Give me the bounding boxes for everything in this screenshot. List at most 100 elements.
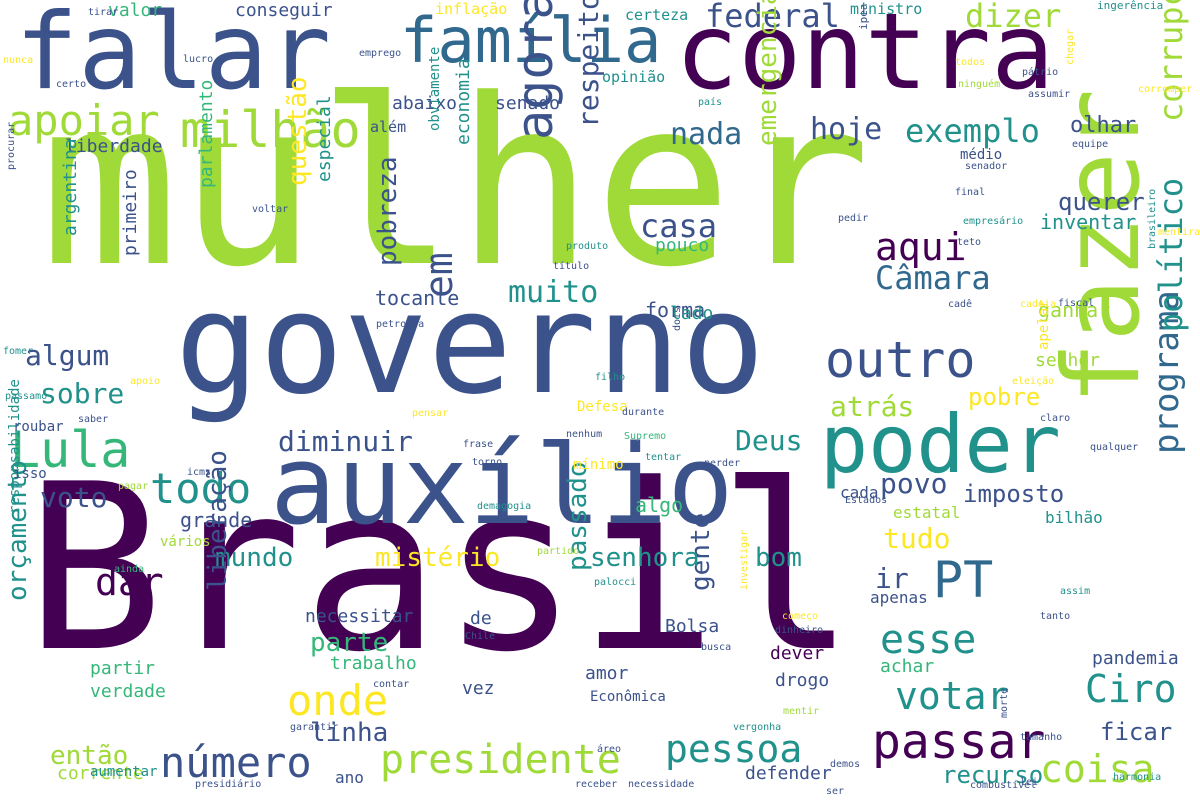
word-aqui: aqui (875, 225, 967, 269)
word-garantir: garantir (290, 722, 339, 733)
word-pessoa: pessoa (665, 727, 803, 771)
word-titulo: título (553, 261, 590, 272)
word-opiniao: opinião (602, 68, 666, 86)
word-camara: Câmara (875, 259, 991, 297)
word-conseguir: conseguir (235, 0, 333, 21)
word-apoiar: apoiar (8, 96, 160, 145)
word-fiscal: fiscal (1058, 298, 1095, 309)
word-investigar: investigar (739, 529, 750, 590)
word-tudo: tudo (883, 522, 951, 555)
word-ficar: ficar (1100, 718, 1173, 746)
word-sobre: sobre (40, 377, 125, 410)
word-apoio: apoio (130, 376, 161, 387)
word-emprego: emprego (359, 48, 402, 59)
word-minimo: mínimo (573, 457, 624, 473)
word-claro: claro (1040, 413, 1071, 424)
word-amor: amor (585, 663, 629, 684)
word-abaixo: abaixo (392, 93, 458, 114)
word-lado: lado (670, 303, 714, 324)
word-falar: falar (15, 0, 332, 113)
word-dar: dar (95, 560, 164, 604)
word-obviamente: obviamente (427, 46, 443, 131)
word-bilhao: bilhão (1045, 508, 1103, 527)
word-exemplo: exemplo (905, 112, 1040, 150)
word-medio: médio (960, 147, 1003, 163)
word-inflacao: inflação (435, 0, 508, 18)
word-comeco: começo (782, 611, 819, 622)
word-inventar: inventar (1040, 210, 1137, 234)
word-isso: isso (13, 466, 47, 482)
word-verdade: verdade (90, 681, 166, 702)
word-partir: partir (90, 658, 156, 679)
word-mulher: mulher (40, 51, 871, 318)
word-nada: nada (670, 117, 743, 152)
word-brasileiro: brasileiro (1147, 188, 1158, 249)
word-vergonha: vergonha (733, 722, 782, 733)
word-tocante: tocante (375, 286, 460, 310)
word-linha: linha (310, 718, 389, 748)
word-demos: demos (830, 759, 861, 770)
word-ir: ir (875, 562, 909, 595)
word-assumir: assumir (1028, 89, 1071, 100)
word-roubar: roubar (13, 419, 64, 435)
word-patrio: pátrio (1022, 67, 1059, 78)
word-politico: político (1152, 177, 1190, 332)
word-apenas: apenas (870, 588, 928, 607)
word-valor: valor (108, 0, 163, 21)
word-todo: todo (150, 464, 252, 513)
word-nenhum: nenhum (566, 429, 603, 440)
word-pobre: pobre (968, 383, 1041, 411)
word-alem: além (370, 118, 407, 136)
word-defesa: Defesa (577, 399, 628, 415)
word-ser: ser (826, 786, 845, 797)
word-petrobra: petrobra (376, 319, 425, 330)
word-nunca: nunca (3, 55, 34, 66)
word-poder: poder (820, 398, 1061, 491)
word-pobreza: pobreza (373, 156, 403, 266)
word-pensar: pensar (412, 408, 449, 419)
word-palocci: palocci (594, 577, 637, 588)
word-parte: parte (310, 628, 389, 658)
word-ingerencia: ingerência (1097, 0, 1164, 12)
word-ciro: Ciro (1085, 667, 1177, 711)
word-economia: economia (453, 58, 474, 145)
word-hoje: hoje (810, 112, 883, 147)
word-casa: casa (640, 207, 718, 245)
word-cade: cadê (948, 299, 973, 310)
word-senhora: senhora (590, 543, 700, 573)
word-perder: perder (704, 458, 741, 469)
word-familia: família (400, 4, 662, 77)
word-coisa: coisa (1040, 747, 1155, 791)
word-mundo: mundo (215, 543, 294, 573)
word-corrente: corrente (57, 763, 144, 784)
word-necessitar: necessitar (305, 606, 414, 627)
word-todos: todos (955, 57, 986, 68)
word-passamo: passamo (5, 391, 48, 402)
word-parlamento: parlamento (196, 79, 217, 188)
word-pais: país (698, 97, 723, 108)
word-questao: questão (283, 76, 313, 186)
word-ganhar: ganhar (1038, 298, 1111, 322)
word-defender: defender (745, 763, 832, 784)
word-filho: filho (595, 372, 626, 383)
word-presidente: presidente (380, 737, 621, 783)
word-forma: forma (645, 298, 706, 322)
word-icms: icms (187, 467, 212, 478)
word-tentar: tentar (645, 452, 682, 463)
word-partido: partido (537, 546, 580, 557)
word-onde: onde (287, 676, 389, 725)
word-esse: esse (880, 617, 977, 663)
word-passar: passar (872, 714, 1046, 770)
word-estatal: estatal (893, 503, 961, 522)
word-corrupcao: corrupção (1152, 0, 1190, 122)
word-senador: senador (965, 161, 1008, 172)
word-dois: dois (672, 306, 683, 331)
word-necessidade: necessidade (628, 779, 695, 790)
word-trabalho: trabalho (330, 653, 417, 674)
word-senhor: senhor (1035, 350, 1101, 371)
word-pedir: pedir (838, 213, 869, 224)
word-outro: outro (825, 331, 976, 389)
word-mentir: mentir (783, 706, 820, 717)
word-economica: Econômica (590, 689, 666, 705)
word-tamanho: tamanho (1020, 732, 1063, 743)
